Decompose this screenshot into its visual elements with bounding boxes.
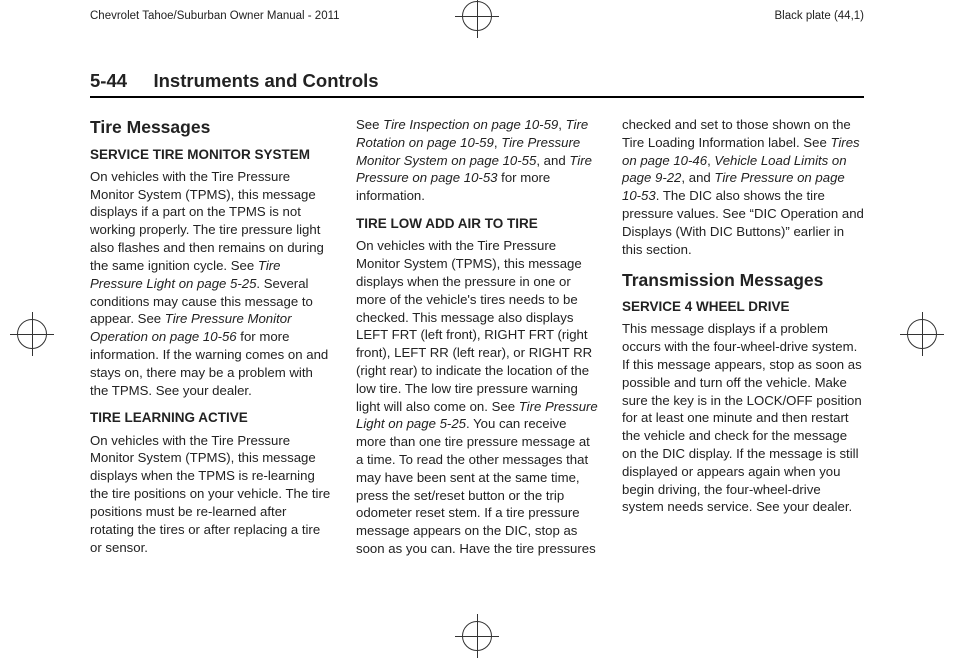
- header-right: Black plate (44,1): [775, 10, 865, 22]
- column-1: Tire Messages SERVICE TIRE MONITOR SYSTE…: [90, 116, 332, 568]
- heading-tire-learning-active: TIRE LEARNING ACTIVE: [90, 409, 332, 427]
- heading-tire-messages: Tire Messages: [90, 116, 332, 140]
- body-text: On vehicles with the Tire Pressure Monit…: [356, 237, 598, 558]
- body-text: See Tire Inspection on page 10-59, Tire …: [356, 116, 598, 205]
- xref: Tire Inspection on page 10-59: [383, 117, 558, 132]
- column-2: See Tire Inspection on page 10-59, Tire …: [356, 116, 598, 568]
- registration-mark-top: [455, 0, 499, 38]
- print-header: Chevrolet Tahoe/Suburban Owner Manual - …: [0, 10, 954, 22]
- heading-service-tire-monitor: SERVICE TIRE MONITOR SYSTEM: [90, 146, 332, 164]
- registration-mark-left: [10, 312, 54, 356]
- body-text: On vehicles with the Tire Pressure Monit…: [90, 168, 332, 400]
- section-title: Instruments and Controls: [153, 70, 378, 91]
- heading-service-4wd: SERVICE 4 WHEEL DRIVE: [622, 298, 864, 316]
- section-header: 5-44 Instruments and Controls: [90, 70, 864, 98]
- heading-tire-low-add-air: TIRE LOW ADD AIR TO TIRE: [356, 215, 598, 233]
- body-text: This message displays if a problem occur…: [622, 320, 864, 516]
- body-text: On vehicles with the Tire Pressure Monit…: [90, 432, 332, 557]
- body-text: checked and set to those shown on the Ti…: [622, 116, 864, 259]
- page-content: 5-44 Instruments and Controls Tire Messa…: [90, 70, 864, 568]
- registration-mark-right: [900, 312, 944, 356]
- columns: Tire Messages SERVICE TIRE MONITOR SYSTE…: [90, 116, 864, 568]
- registration-mark-bottom: [455, 614, 499, 658]
- heading-transmission-messages: Transmission Messages: [622, 269, 864, 293]
- page-number: 5-44: [90, 70, 127, 91]
- header-left: Chevrolet Tahoe/Suburban Owner Manual - …: [90, 10, 340, 22]
- column-3: checked and set to those shown on the Ti…: [622, 116, 864, 568]
